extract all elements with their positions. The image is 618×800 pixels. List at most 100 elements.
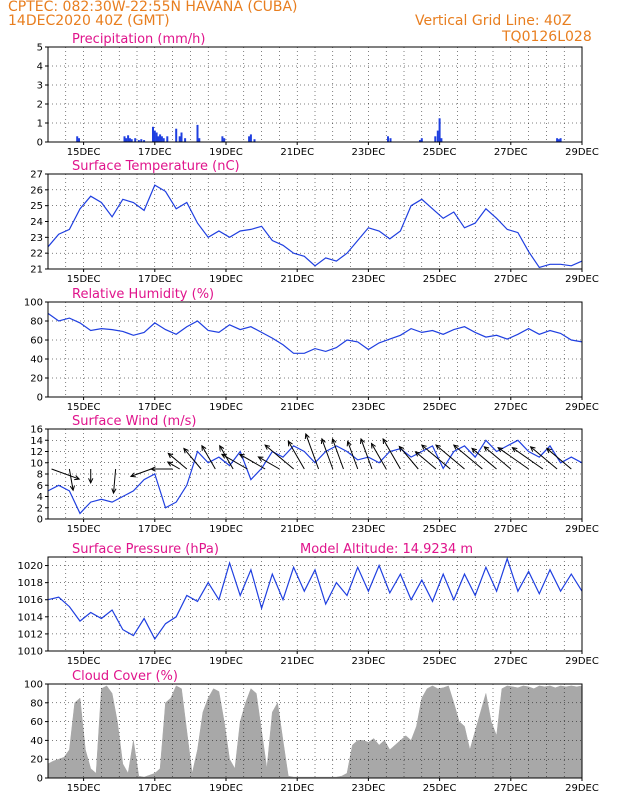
precip-frame (47, 46, 583, 143)
cloud-y-tick-label: 80 (30, 698, 43, 709)
wind-arrow (201, 444, 216, 470)
cloud-x-tick-label: 21DEC (280, 783, 314, 794)
pres-x-tick-label: 23DEC (352, 656, 386, 667)
precip-bar (175, 128, 178, 142)
precip-bar (249, 134, 252, 142)
wind-arrow (51, 468, 81, 481)
precip-bar (440, 138, 443, 142)
wind-x-tick-label: 29DEC (565, 524, 599, 535)
wind-y-tick-label: 0 (37, 515, 43, 526)
precip-y-tick-label: 5 (37, 43, 43, 54)
rh-y-tick-label: 60 (30, 336, 43, 347)
precip-x-tick-label: 17DEC (138, 147, 172, 158)
cloud-x-tick-label: 25DEC (423, 783, 457, 794)
precip-bar (153, 130, 156, 142)
temp-y-tick-label: 27 (30, 170, 43, 181)
temp-y-tick-label: 23 (30, 233, 43, 244)
cloud-y-tick-label: 40 (30, 736, 43, 747)
temp-y-tick-label: 21 (30, 265, 43, 276)
precip-y-tick-label: 4 (37, 62, 43, 73)
precip-bar (221, 136, 224, 142)
temp-panel: 21 22 23 24 25 26 27 15DEC 17DEC 19DEC 21DEC 23DEC 2… (30, 159, 599, 285)
rh-x-tick-label: 21DEC (280, 402, 314, 413)
wind-arrow (183, 447, 202, 470)
precip-plot-area (48, 47, 582, 142)
wind-x-tick-label: 27DEC (494, 524, 528, 535)
precip-bar (160, 136, 163, 142)
precip-bar (166, 136, 169, 142)
wind-x-tick-label: 15DEC (67, 524, 101, 535)
precip-panel: 0 1 2 3 4 5 15DEC 17DEC 19DEC 21DEC 23DEC 25DEC 27DE… (37, 32, 599, 158)
rh-y-tick-label: 100 (24, 298, 43, 309)
precip-bar (438, 118, 441, 143)
pres-y-tick-label: 1020 (18, 561, 43, 572)
precip-bar (157, 136, 160, 142)
pres-y-tick-label: 1012 (18, 629, 43, 640)
pres-y-tick-label: 1014 (18, 612, 43, 623)
cloud-x-tick-label: 29DEC (565, 783, 599, 794)
pres-x-tick-label: 15DEC (67, 656, 101, 667)
precip-bar (248, 136, 251, 142)
precip-bar (76, 136, 79, 142)
cloud-panel: 0 20 40 60 80 100 15DEC 17DEC 19DEC 21DEC 23DEC 25D… (24, 669, 599, 794)
temp-y-tick-label: 24 (30, 217, 43, 228)
wind-arrow (129, 468, 152, 478)
wind-y-tick-label: 10 (30, 458, 43, 469)
wind-title: Surface Wind (m/s) (72, 414, 196, 429)
precip-y-tick-label: 3 (37, 81, 43, 92)
wind-arrow (483, 446, 512, 470)
wind-arrow (149, 466, 173, 472)
wind-arrow (287, 440, 305, 470)
rh-x-tick-label: 27DEC (494, 402, 528, 413)
rh-panel: 0 20 40 60 80 100 15DEC 17DEC 19DEC 21DEC 23DEC 25D… (24, 287, 599, 413)
precip-bar (184, 138, 187, 142)
pres-y-tick-label: 1010 (18, 647, 43, 658)
header-date: 14DEC2020 40Z (GMT) (8, 13, 170, 29)
rh-x-tick-label: 29DEC (565, 402, 599, 413)
wind-arrow (471, 447, 497, 470)
precip-y-tick-label: 0 (37, 138, 43, 149)
rh-title: Relative Humidity (%) (72, 287, 214, 302)
precip-x-tick-label: 27DEC (494, 147, 528, 158)
rh-y-tick-label: 20 (30, 374, 43, 385)
temp-x-tick-label: 23DEC (352, 274, 386, 285)
cloud-y-tick-label: 60 (30, 717, 43, 728)
wind-arrow (420, 444, 451, 470)
temp-x-tick-label: 21DEC (280, 274, 314, 285)
precip-title: Precipitation (mm/h) (72, 32, 205, 47)
precip-x-tick-label: 29DEC (565, 147, 599, 158)
precip-x-tick-label: 19DEC (209, 147, 243, 158)
pres-panel: 1010 1012 1014 1016 1018 1020 15DEC 17DEC 19DEC 2… (18, 542, 599, 667)
precip-bar (436, 130, 439, 142)
wind-arrow (166, 461, 180, 470)
precip-bar (123, 136, 126, 142)
precip-x-tick-label: 23DEC (352, 147, 386, 158)
rh-y-tick-label: 80 (30, 317, 43, 328)
precip-x-tick-label: 21DEC (280, 147, 314, 158)
wind-arrow (238, 453, 266, 470)
wind-arrow (331, 437, 344, 470)
pres-x-tick-label: 19DEC (209, 656, 243, 667)
precip-bar (387, 136, 389, 142)
rh-x-tick-label: 25DEC (423, 402, 457, 413)
temp-y-tick-label: 25 (30, 201, 43, 212)
wind-y-tick-label: 14 (30, 436, 43, 447)
temp-x-tick-label: 17DEC (138, 274, 172, 285)
pres-y-tick-label: 1018 (18, 578, 43, 589)
temp-x-tick-label: 27DEC (494, 274, 528, 285)
pres-frame (47, 556, 583, 652)
precip-bar (420, 138, 423, 142)
model-altitude-note: Model Altitude: 14.9234 m (300, 542, 473, 557)
rh-x-tick-label: 19DEC (209, 402, 243, 413)
precip-x-tick-label: 15DEC (67, 147, 101, 158)
precip-y-tick-label: 2 (37, 100, 43, 111)
rh-x-tick-label: 23DEC (352, 402, 386, 413)
precip-x-tick-label: 25DEC (423, 147, 457, 158)
pres-x-tick-label: 25DEC (423, 656, 457, 667)
wind-arrow (497, 447, 529, 470)
pres-x-tick-label: 27DEC (494, 656, 528, 667)
temp-x-tick-label: 29DEC (565, 274, 599, 285)
cloud-title: Cloud Cover (%) (72, 669, 178, 684)
precip-y-tick-label: 1 (37, 119, 43, 130)
